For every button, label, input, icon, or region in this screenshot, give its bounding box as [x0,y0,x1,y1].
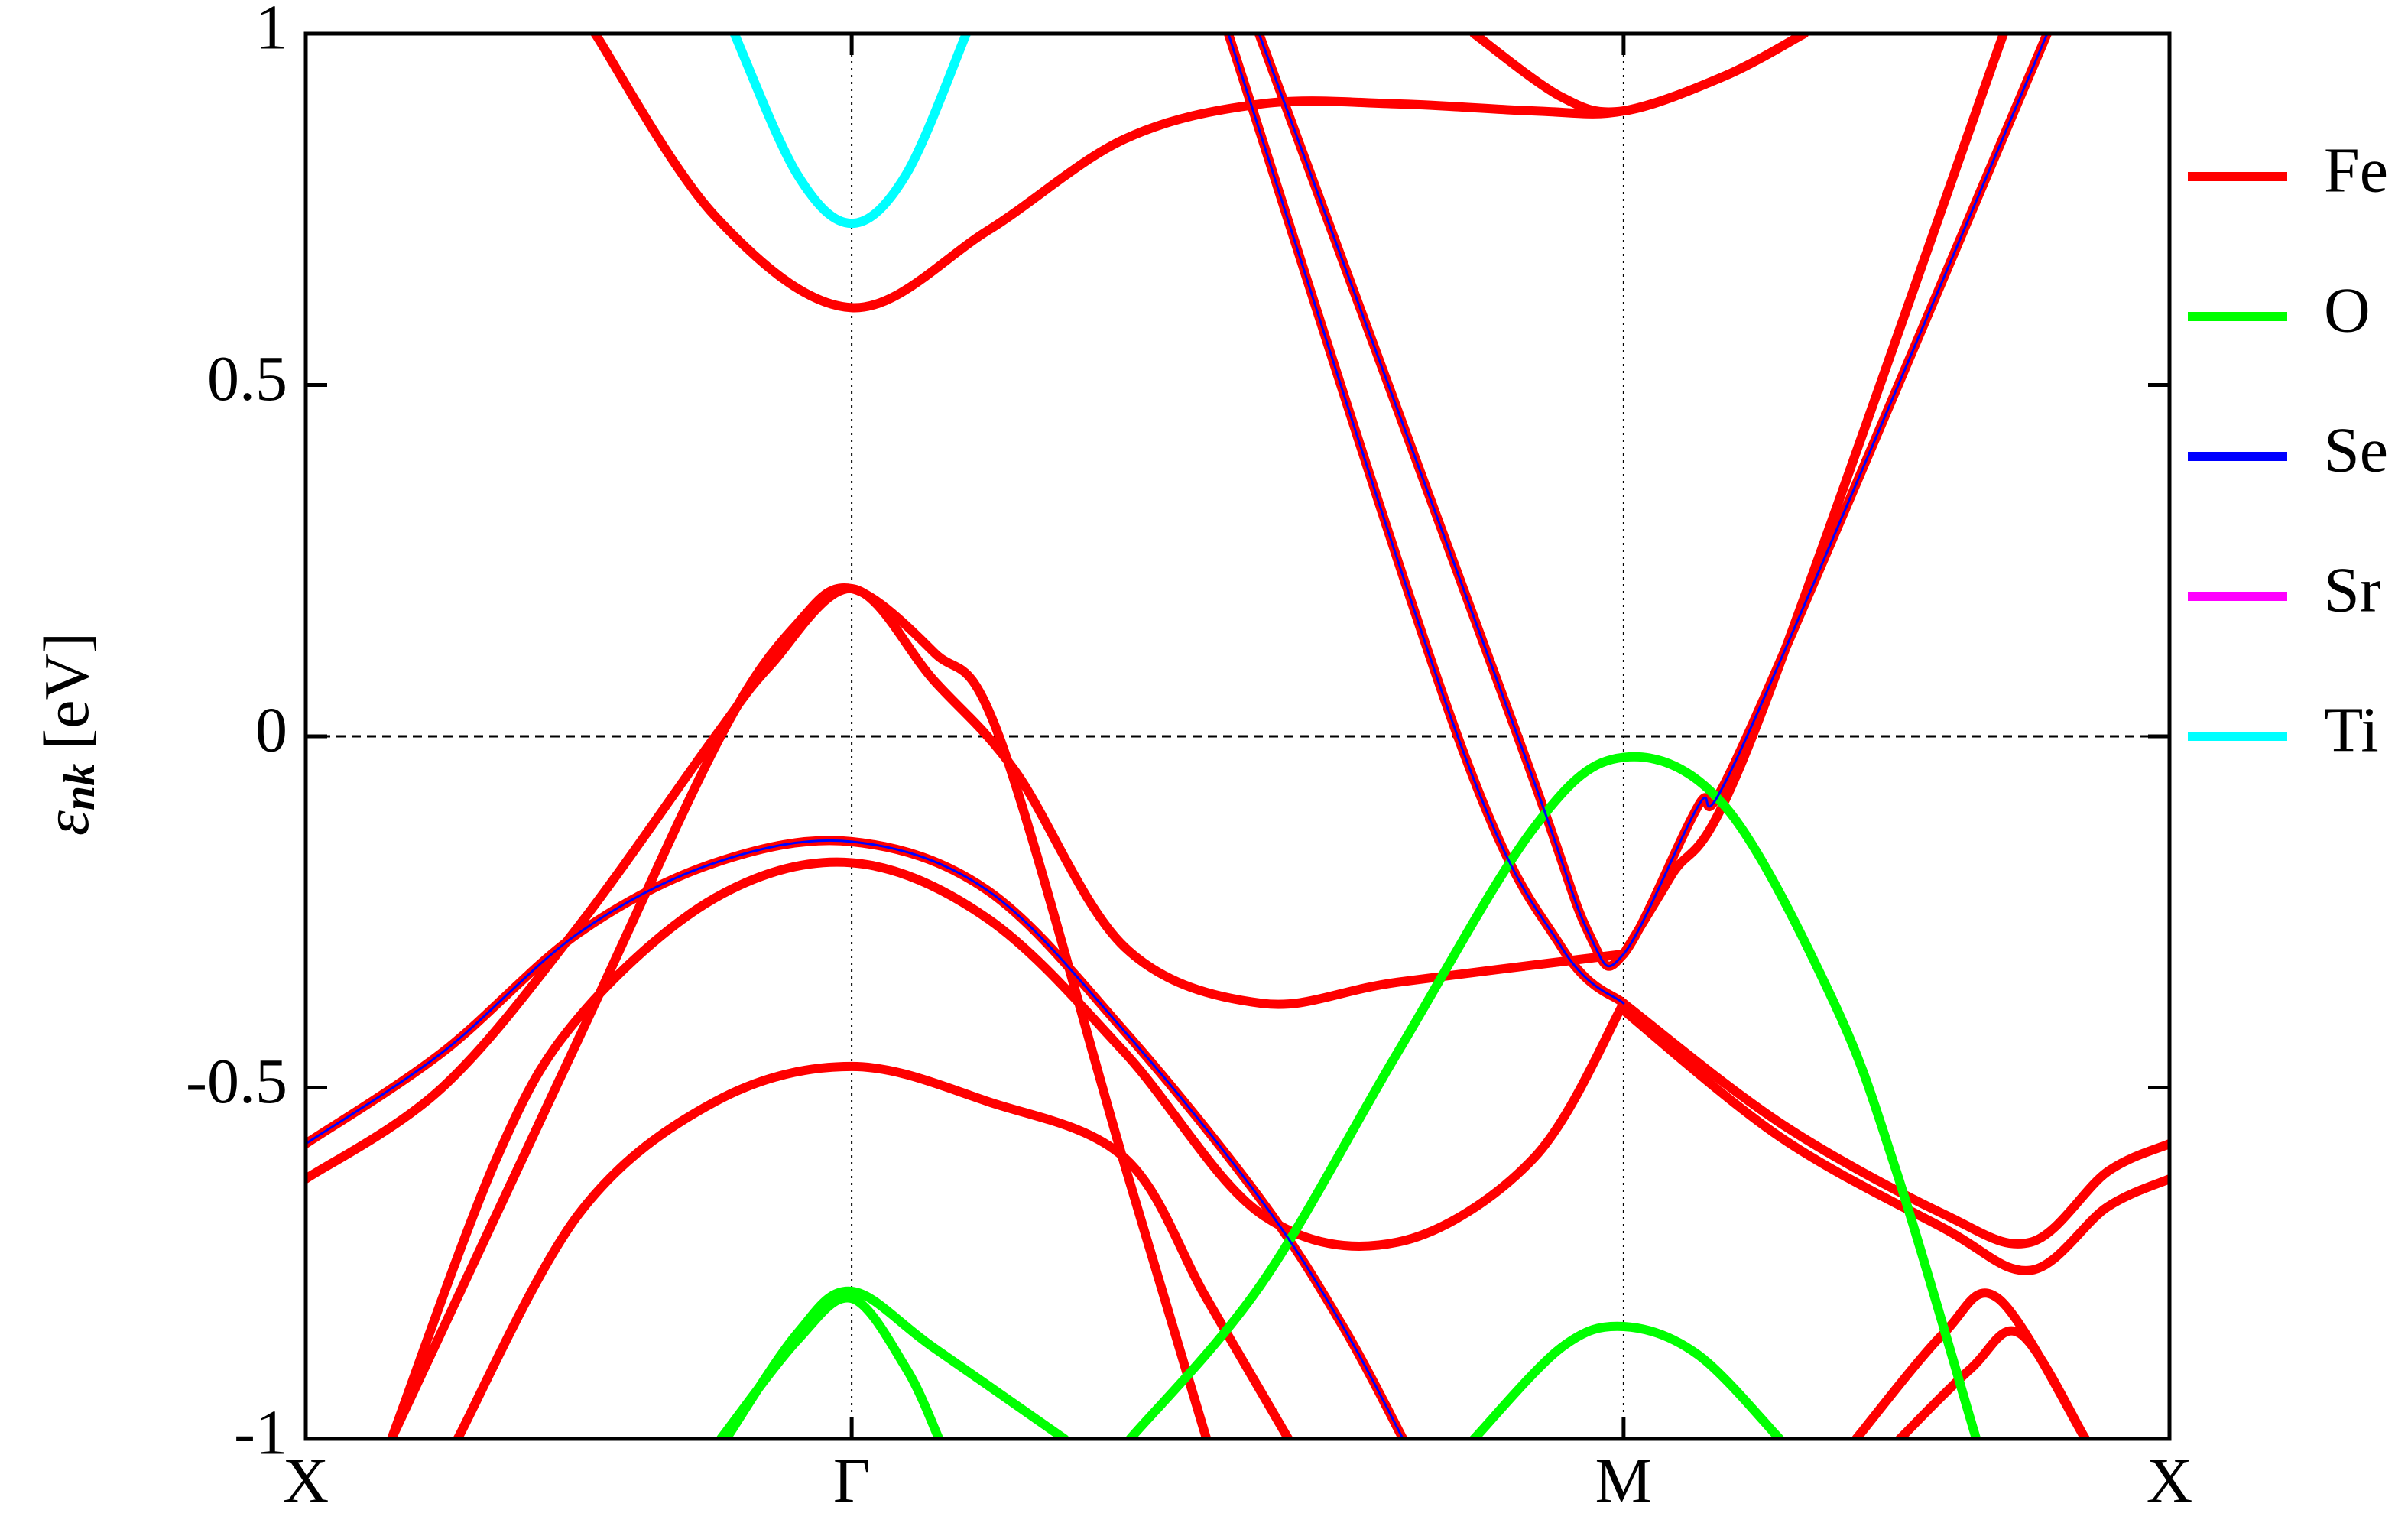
band-line [306,584,1628,1184]
y-tick-label: 0 [255,694,287,765]
y-tick-label: 0.5 [207,343,287,414]
y-axis-label: εnk [eV] [31,632,104,836]
band-line [1469,34,1809,117]
y-tick-label: -1 [234,1397,287,1468]
axes-layer: -1 -0.5 0 0.5 1 X Γ M X [186,0,2192,1516]
y-label-symbol: ε [31,810,102,836]
band-line [1469,1321,1785,1439]
legend-label: Se [2324,414,2388,485]
band-line [1895,1326,2091,1439]
band-line [1227,34,1625,1005]
band-line [1258,34,2049,968]
y-label-subscript: nk [54,764,104,810]
band-line [1125,752,1981,1439]
bands-layer [306,34,2169,1439]
grid-layer [305,34,2170,1439]
band-line [716,1293,944,1439]
x-tick-label: M [1595,1445,1653,1516]
band-line [1618,999,2169,1249]
x-tick-label: X [283,1445,329,1516]
y-label-unit: [eV] [31,632,102,750]
legend-label: Sr [2324,554,2381,625]
band-line [590,34,1809,313]
band-line [387,857,1628,1439]
band-line [1618,1005,2169,1275]
x-tick-label: X [2147,1445,2193,1516]
band-line [1618,34,2008,959]
legend-label: O [2324,274,2371,346]
legend-label: Fe [2324,135,2388,206]
y-tick-label: 1 [255,0,287,63]
y-tick-label: -0.5 [186,1046,287,1117]
legend-label: Ti [2324,694,2379,765]
band-line [729,34,972,229]
x-tick-label: Γ [833,1445,871,1516]
band-line [306,839,1404,1439]
band-line [453,1061,1293,1439]
